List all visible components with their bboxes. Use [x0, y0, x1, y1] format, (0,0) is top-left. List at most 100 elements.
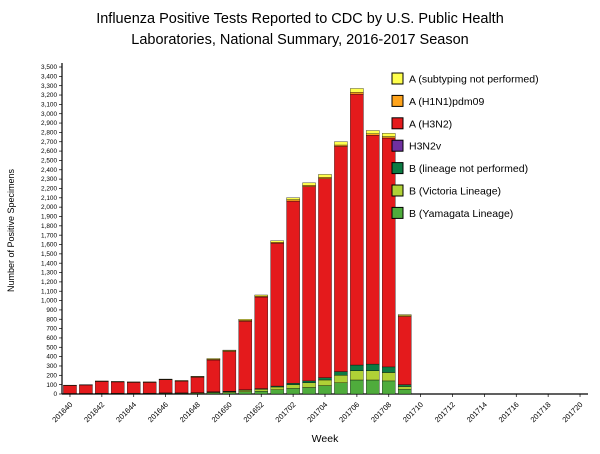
bar-segment: [255, 389, 268, 391]
x-tick-label: 201718: [529, 400, 553, 424]
bar-segment: [271, 241, 284, 242]
bar-segment: [287, 383, 300, 384]
bar-segment: [63, 386, 76, 394]
bar-segment: [287, 385, 300, 389]
bar-segment: [223, 352, 236, 392]
legend-label: A (H3N2): [409, 118, 452, 130]
bar-segment: [350, 92, 363, 94]
y-tick-label: 2,400: [41, 167, 57, 174]
bar-segment: [287, 388, 300, 394]
bar-segment: [287, 200, 300, 201]
bar-segment: [382, 133, 395, 136]
bar-segment: [159, 380, 172, 393]
chart-title-line2: Laboratories, National Summary, 2016-201…: [0, 30, 600, 51]
bar-segment: [398, 316, 411, 384]
legend-swatch: [392, 73, 403, 84]
bar-segment: [303, 387, 316, 394]
bar-segment: [303, 187, 316, 381]
bar-segment: [366, 134, 379, 135]
bar-segment: [207, 360, 220, 392]
y-tick-label: 2,500: [41, 158, 57, 165]
x-tick-label: 201640: [50, 400, 74, 424]
y-axis-title: Number of Positive Specimens: [6, 169, 16, 293]
chart-title: Influenza Positive Tests Reported to CDC…: [0, 0, 600, 51]
bar-segment: [303, 381, 316, 383]
legend-swatch: [392, 207, 403, 218]
y-tick-label: 1,100: [41, 288, 57, 295]
bar-segment: [318, 179, 331, 378]
bar-segment: [334, 383, 347, 394]
y-tick-label: 300: [46, 363, 57, 370]
bar-segment: [350, 89, 363, 93]
bar-segment: [366, 371, 379, 380]
legend-label: A (H1N1)pdm09: [409, 96, 484, 108]
bar-segment: [334, 145, 347, 146]
x-tick-label: 201716: [497, 400, 521, 424]
bar-segment: [318, 174, 331, 177]
bar-segment: [318, 386, 331, 394]
y-tick-label: 3,400: [41, 73, 57, 80]
bar-segment: [255, 297, 268, 389]
legend-swatch: [392, 95, 403, 106]
bar-segment: [303, 183, 316, 185]
bar-segment: [398, 385, 411, 387]
bar-segment: [318, 380, 331, 386]
bar-segment: [287, 201, 300, 383]
bar-segment: [287, 198, 300, 200]
bar-segment: [350, 371, 363, 380]
y-tick-label: 3,200: [41, 92, 57, 99]
y-tick-label: 1,300: [41, 270, 57, 277]
legend-swatch: [392, 185, 403, 196]
y-tick-label: 3,000: [41, 111, 57, 118]
bar-segment: [223, 393, 236, 394]
bar-segment: [239, 321, 252, 390]
bar-segment: [191, 377, 204, 392]
bar-segment: [318, 177, 331, 178]
x-tick-label: 201702: [273, 400, 297, 424]
bar-segment: [350, 365, 363, 371]
bar-segment: [382, 137, 395, 138]
bar-segment: [303, 383, 316, 388]
y-tick-label: 1,700: [41, 232, 57, 239]
bar-segment: [398, 387, 411, 390]
bar-segment: [350, 380, 363, 394]
y-tick-label: 1,200: [41, 279, 57, 286]
y-tick-label: 1,900: [41, 214, 57, 221]
y-tick-label: 700: [46, 326, 57, 333]
bar-segment: [398, 389, 411, 394]
y-tick-label: 900: [46, 307, 57, 314]
bar-segment: [271, 390, 284, 394]
y-tick-label: 1,000: [41, 298, 57, 305]
y-tick-label: 100: [46, 382, 57, 389]
y-tick-label: 1,400: [41, 260, 57, 267]
bar-segment: [334, 146, 347, 371]
legend-swatch: [392, 140, 403, 151]
y-tick-label: 2,600: [41, 148, 57, 155]
x-tick-label: 201646: [146, 400, 170, 424]
y-tick-label: 0: [53, 391, 57, 398]
legend: A (subtyping not performed)A (H1N1)pdm09…: [392, 73, 539, 220]
bar-segment: [366, 135, 379, 364]
chart-plot-area: 01002003004005006007008009001,0001,1001,…: [0, 51, 600, 449]
bar-segment: [207, 359, 220, 360]
y-tick-label: 500: [46, 344, 57, 351]
legend-label: B (Yamagata Lineage): [409, 208, 513, 220]
y-tick-label: 2,100: [41, 195, 57, 202]
x-tick-label: 201650: [210, 400, 234, 424]
y-tick-label: 1,800: [41, 223, 57, 230]
bar-segment: [239, 319, 252, 320]
bar-segment: [303, 185, 316, 186]
bar-segment: [143, 382, 156, 393]
y-tick-label: 1,600: [41, 242, 57, 249]
y-tick-label: 2,700: [41, 139, 57, 146]
y-tick-label: 2,300: [41, 176, 57, 183]
y-tick-label: 2,200: [41, 186, 57, 193]
y-tick-label: 2,800: [41, 130, 57, 137]
bar-segment: [398, 315, 411, 316]
y-tick-label: 2,000: [41, 204, 57, 211]
x-tick-label: 201714: [465, 400, 489, 424]
legend-label: B (Victoria Lineage): [409, 186, 501, 198]
bar-segment: [271, 387, 284, 390]
x-tick-label: 201652: [242, 400, 266, 424]
